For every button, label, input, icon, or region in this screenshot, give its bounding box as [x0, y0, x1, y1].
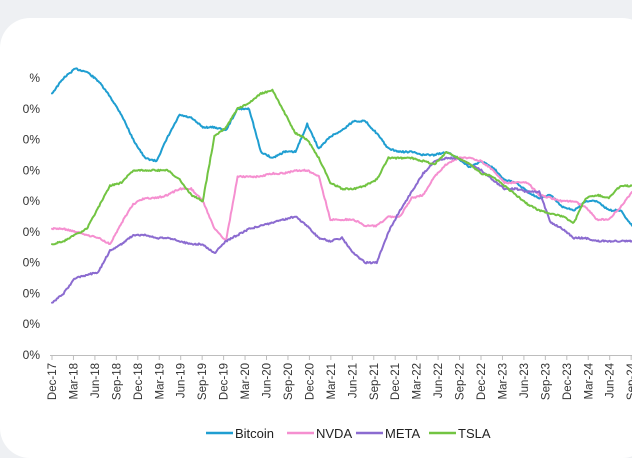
y-tick-label: 0% [23, 256, 41, 270]
legend-label-meta: META [385, 426, 420, 441]
y-tick-label: 0% [23, 348, 41, 362]
y-tick-label: 0% [23, 317, 41, 331]
legend-label-nvda: NVDA [316, 426, 352, 441]
x-tick-label: Mar-21 [326, 363, 338, 399]
legend-label-tsla: TSLA [458, 426, 491, 441]
x-tick-label: Sep-22 [455, 363, 467, 400]
series-line-tsla [51, 88, 632, 246]
x-axis: Dec-17 Mar-18 Jun-18 Sep-18 Dec-18 Mar-19 Jun-… [47, 362, 632, 400]
x-tick-label: Mar-23 [497, 363, 509, 399]
line-chart: % 0% 0% 0% 0% 0% 0% 0% 0% 0% Dec-17 Mar-18 Jun-18 Se… [23, 67, 632, 441]
y-tick-label: 0% [23, 102, 41, 116]
x-tick-label: Jun-19 [176, 363, 188, 398]
x-tick-label: Sep-20 [283, 363, 295, 400]
x-tick-label: Dec-22 [476, 363, 488, 400]
x-tick-label: Jun-23 [519, 363, 531, 398]
x-tick-label: Mar-19 [154, 363, 166, 399]
x-tick-label: Dec-23 [562, 363, 574, 400]
series-line-meta [51, 156, 632, 304]
x-tick-label: Dec-17 [47, 363, 59, 400]
x-tick-label: Mar-20 [240, 363, 252, 399]
x-tick-label: Sep-21 [369, 363, 381, 400]
x-tick-label: Sep-23 [540, 363, 552, 400]
x-tick-label: Sep-19 [197, 363, 209, 400]
series-lines [51, 67, 632, 304]
y-tick-label: % [29, 71, 40, 85]
x-tick-label: Mar-22 [412, 363, 424, 399]
x-tick-label: Dec-20 [304, 363, 316, 400]
legend-label-bitcoin: Bitcoin [235, 426, 274, 441]
series-line-bitcoin [51, 67, 632, 227]
x-tick-label: Mar-24 [583, 362, 595, 399]
x-axis-tick-marks [51, 355, 632, 360]
x-tick-label: Dec-21 [390, 363, 402, 400]
y-tick-label: 0% [23, 133, 41, 147]
y-tick-label: 0% [23, 163, 41, 177]
x-tick-label: Dec-19 [219, 363, 231, 400]
x-tick-label: Mar-18 [68, 363, 80, 399]
y-axis: % 0% 0% 0% 0% 0% 0% 0% 0% 0% [23, 71, 41, 362]
x-tick-label: Jun-24 [605, 362, 617, 398]
x-tick-label: Dec-18 [133, 363, 145, 400]
y-tick-label: 0% [23, 225, 41, 239]
x-tick-label: Jun-21 [347, 363, 359, 398]
x-tick-label: Jun-22 [433, 363, 445, 398]
y-tick-label: 0% [23, 194, 41, 208]
y-tick-label: 0% [23, 286, 41, 300]
legend: Bitcoin NVDA META TSLA [206, 426, 491, 441]
x-tick-label: Sep-24 [626, 362, 632, 400]
x-tick-label: Sep-18 [111, 363, 123, 400]
x-tick-label: Jun-20 [262, 363, 274, 398]
x-tick-label: Jun-18 [90, 363, 102, 398]
